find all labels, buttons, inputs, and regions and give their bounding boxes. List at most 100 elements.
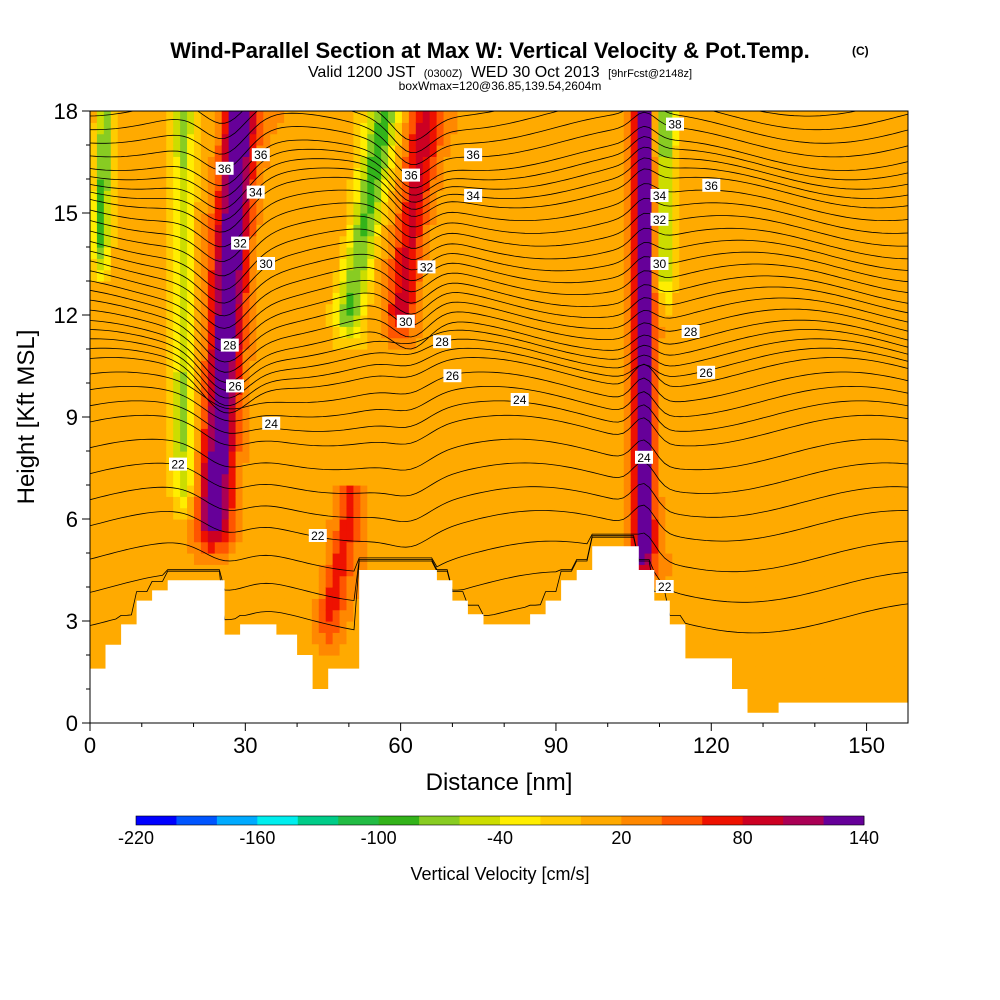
velocity-cell: [339, 530, 348, 543]
velocity-cell: [381, 145, 389, 157]
velocity-cell: [561, 258, 569, 271]
velocity-cell: [727, 575, 736, 588]
velocity-cell: [450, 326, 458, 339]
velocity-cell: [499, 167, 507, 180]
velocity-cell: [152, 337, 160, 350]
velocity-cell: [339, 519, 348, 531]
velocity-cell: [596, 473, 604, 486]
velocity-cell: [602, 111, 611, 123]
velocity-cell: [644, 417, 653, 429]
velocity-cell: [499, 111, 507, 123]
velocity-cell: [706, 315, 715, 327]
velocity-cell: [221, 621, 230, 633]
velocity-cell: [110, 224, 119, 237]
velocity-cell: [339, 360, 348, 373]
velocity-cell: [103, 496, 112, 509]
velocity-cell: [582, 247, 590, 259]
velocity-cell: [263, 371, 271, 384]
velocity-cell: [367, 394, 375, 407]
velocity-cell: [207, 564, 216, 577]
velocity-cell: [297, 451, 306, 463]
velocity-cell: [658, 462, 666, 475]
velocity-cell: [415, 201, 424, 214]
velocity-cell: [658, 133, 666, 146]
velocity-cell: [720, 269, 729, 282]
velocity-cell: [512, 383, 521, 395]
velocity-cell: [693, 122, 701, 135]
velocity-cell: [325, 575, 334, 588]
velocity-cell: [297, 530, 306, 543]
velocity-cell: [464, 575, 472, 588]
velocity-cell: [110, 428, 119, 441]
velocity-cell: [533, 156, 542, 169]
velocity-cell: [270, 190, 278, 203]
velocity-cell: [332, 383, 341, 395]
velocity-cell: [672, 224, 680, 237]
velocity-cell: [221, 201, 230, 214]
velocity-cell: [547, 337, 556, 350]
velocity-cell: [540, 258, 549, 271]
velocity-cell: [297, 507, 306, 520]
velocity-cell: [436, 451, 445, 463]
velocity-cell: [644, 247, 653, 259]
velocity-cell: [180, 133, 188, 146]
velocity-cell: [658, 485, 666, 497]
velocity-cell: [145, 349, 153, 361]
velocity-cell: [90, 258, 98, 271]
velocity-cell: [693, 428, 701, 441]
velocity-cell: [284, 609, 292, 622]
velocity-cell: [173, 190, 181, 203]
velocity-cell: [436, 428, 445, 441]
velocity-cell: [152, 360, 160, 373]
velocity-cell: [207, 281, 216, 293]
velocity-cell: [207, 519, 216, 531]
velocity-cell: [249, 598, 257, 611]
velocity-cell: [90, 587, 98, 599]
velocity-cell: [270, 473, 278, 486]
velocity-cell: [173, 383, 181, 395]
velocity-cell: [249, 303, 257, 316]
velocity-cell: [651, 575, 660, 588]
velocity-cell: [706, 269, 715, 282]
velocity-cell: [429, 179, 438, 191]
velocity-cell: [291, 564, 299, 577]
velocity-cell: [180, 349, 188, 361]
velocity-cell: [221, 111, 230, 123]
velocity-cell: [360, 451, 368, 463]
velocity-cell: [284, 122, 292, 135]
velocity-cell: [443, 122, 452, 135]
velocity-cell: [207, 326, 216, 339]
velocity-cell: [318, 496, 327, 509]
velocity-cell: [96, 111, 105, 123]
velocity-cell: [152, 541, 160, 554]
velocity-cell: [533, 145, 542, 157]
velocity-cell: [332, 405, 341, 418]
velocity-cell: [589, 145, 597, 157]
velocity-cell: [277, 530, 285, 543]
velocity-cell: [291, 541, 299, 554]
velocity-cell: [693, 485, 701, 497]
velocity-cell: [457, 530, 465, 543]
velocity-cell: [637, 496, 646, 509]
velocity-cell: [249, 519, 257, 531]
velocity-cell: [90, 201, 98, 214]
velocity-cell: [408, 224, 417, 237]
velocity-cell: [200, 190, 209, 203]
velocity-cell: [221, 371, 230, 384]
velocity-cell: [727, 553, 736, 565]
velocity-cell: [346, 360, 355, 373]
velocity-cell: [679, 133, 687, 146]
velocity-cell: [672, 451, 680, 463]
velocity-cell: [138, 303, 147, 316]
velocity-cell: [228, 326, 237, 339]
velocity-cell: [512, 598, 521, 611]
velocity-cell: [131, 122, 140, 135]
velocity-cell: [609, 235, 618, 248]
velocity-cell: [311, 428, 320, 441]
velocity-cell: [519, 247, 528, 259]
velocity-cell: [651, 371, 660, 384]
velocity-cell: [408, 530, 417, 543]
velocity-cell: [138, 190, 147, 203]
velocity-cell: [263, 349, 271, 361]
velocity-cell: [90, 281, 98, 293]
